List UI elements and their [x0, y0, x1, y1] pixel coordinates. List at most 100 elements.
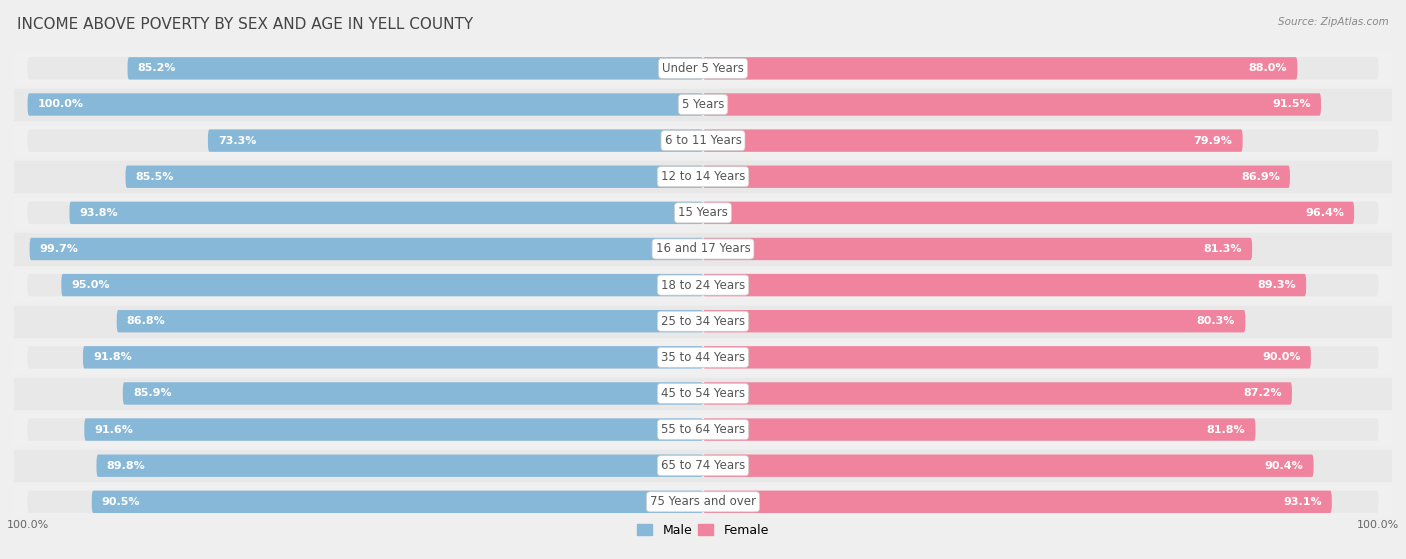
Text: 15 Years: 15 Years [678, 206, 728, 219]
FancyBboxPatch shape [703, 454, 1378, 477]
FancyBboxPatch shape [28, 202, 703, 224]
Bar [14, 486, 1392, 517]
Text: 90.5%: 90.5% [101, 497, 141, 507]
Bar [14, 197, 1392, 229]
FancyBboxPatch shape [28, 491, 703, 513]
FancyBboxPatch shape [28, 238, 703, 260]
FancyBboxPatch shape [703, 382, 1378, 405]
Text: 96.4%: 96.4% [1305, 208, 1344, 218]
Text: 85.9%: 85.9% [134, 389, 172, 399]
FancyBboxPatch shape [703, 130, 1243, 152]
Bar [14, 342, 1392, 373]
Bar [14, 450, 1392, 481]
Text: 87.2%: 87.2% [1243, 389, 1282, 399]
Bar [14, 234, 1392, 264]
FancyBboxPatch shape [703, 418, 1378, 440]
Text: 6 to 11 Years: 6 to 11 Years [665, 134, 741, 147]
FancyBboxPatch shape [703, 274, 1378, 296]
FancyBboxPatch shape [28, 165, 703, 188]
FancyBboxPatch shape [703, 202, 1378, 224]
Text: 79.9%: 79.9% [1194, 136, 1233, 145]
Text: 95.0%: 95.0% [72, 280, 110, 290]
FancyBboxPatch shape [703, 57, 1298, 79]
FancyBboxPatch shape [83, 346, 703, 368]
FancyBboxPatch shape [122, 382, 703, 405]
Text: 85.5%: 85.5% [135, 172, 174, 182]
FancyBboxPatch shape [703, 130, 1378, 152]
Text: 85.2%: 85.2% [138, 63, 176, 73]
FancyBboxPatch shape [28, 310, 703, 333]
Text: 73.3%: 73.3% [218, 136, 256, 145]
FancyBboxPatch shape [703, 93, 1322, 116]
Text: 86.9%: 86.9% [1241, 172, 1279, 182]
Text: INCOME ABOVE POVERTY BY SEX AND AGE IN YELL COUNTY: INCOME ABOVE POVERTY BY SEX AND AGE IN Y… [17, 17, 472, 32]
FancyBboxPatch shape [28, 130, 703, 152]
Text: 45 to 54 Years: 45 to 54 Years [661, 387, 745, 400]
Text: 18 to 24 Years: 18 to 24 Years [661, 278, 745, 292]
Bar [14, 125, 1392, 156]
FancyBboxPatch shape [28, 382, 703, 405]
Text: 91.6%: 91.6% [94, 425, 134, 434]
Text: 91.8%: 91.8% [93, 352, 132, 362]
Text: 25 to 34 Years: 25 to 34 Years [661, 315, 745, 328]
Text: 12 to 14 Years: 12 to 14 Years [661, 170, 745, 183]
FancyBboxPatch shape [91, 491, 703, 513]
FancyBboxPatch shape [97, 454, 703, 477]
FancyBboxPatch shape [703, 57, 1378, 79]
FancyBboxPatch shape [703, 382, 1292, 405]
FancyBboxPatch shape [84, 418, 703, 440]
Text: Source: ZipAtlas.com: Source: ZipAtlas.com [1278, 17, 1389, 27]
Text: 100.0%: 100.0% [1357, 520, 1399, 530]
Text: 89.3%: 89.3% [1257, 280, 1296, 290]
Text: 90.4%: 90.4% [1265, 461, 1303, 471]
FancyBboxPatch shape [208, 130, 703, 152]
FancyBboxPatch shape [703, 491, 1331, 513]
Text: 93.1%: 93.1% [1284, 497, 1322, 507]
Bar [14, 378, 1392, 409]
Legend: Male, Female: Male, Female [633, 519, 773, 542]
Bar [14, 161, 1392, 192]
Bar [14, 53, 1392, 84]
Text: 81.8%: 81.8% [1206, 425, 1246, 434]
Text: 16 and 17 Years: 16 and 17 Years [655, 243, 751, 255]
FancyBboxPatch shape [69, 202, 703, 224]
FancyBboxPatch shape [703, 346, 1310, 368]
FancyBboxPatch shape [125, 165, 703, 188]
FancyBboxPatch shape [703, 165, 1378, 188]
Text: 55 to 64 Years: 55 to 64 Years [661, 423, 745, 436]
FancyBboxPatch shape [28, 93, 703, 116]
FancyBboxPatch shape [703, 310, 1378, 333]
FancyBboxPatch shape [28, 57, 703, 79]
Text: 35 to 44 Years: 35 to 44 Years [661, 351, 745, 364]
FancyBboxPatch shape [128, 57, 703, 79]
Text: Under 5 Years: Under 5 Years [662, 62, 744, 75]
Text: 80.3%: 80.3% [1197, 316, 1236, 326]
FancyBboxPatch shape [703, 165, 1289, 188]
Text: 5 Years: 5 Years [682, 98, 724, 111]
FancyBboxPatch shape [703, 418, 1256, 440]
Bar [14, 269, 1392, 301]
FancyBboxPatch shape [117, 310, 703, 333]
FancyBboxPatch shape [703, 202, 1354, 224]
Text: 93.8%: 93.8% [80, 208, 118, 218]
FancyBboxPatch shape [703, 238, 1253, 260]
FancyBboxPatch shape [703, 310, 1246, 333]
FancyBboxPatch shape [28, 418, 703, 440]
Text: 86.8%: 86.8% [127, 316, 166, 326]
Text: 88.0%: 88.0% [1249, 63, 1288, 73]
FancyBboxPatch shape [28, 93, 703, 116]
Text: 81.3%: 81.3% [1204, 244, 1241, 254]
FancyBboxPatch shape [28, 454, 703, 477]
Text: 91.5%: 91.5% [1272, 100, 1310, 110]
Text: 100.0%: 100.0% [38, 100, 84, 110]
FancyBboxPatch shape [703, 454, 1313, 477]
Text: 65 to 74 Years: 65 to 74 Years [661, 459, 745, 472]
FancyBboxPatch shape [28, 346, 703, 368]
Bar [14, 89, 1392, 120]
FancyBboxPatch shape [703, 274, 1306, 296]
Text: 99.7%: 99.7% [39, 244, 79, 254]
FancyBboxPatch shape [703, 346, 1378, 368]
Text: 100.0%: 100.0% [7, 520, 49, 530]
FancyBboxPatch shape [703, 491, 1378, 513]
FancyBboxPatch shape [30, 238, 703, 260]
